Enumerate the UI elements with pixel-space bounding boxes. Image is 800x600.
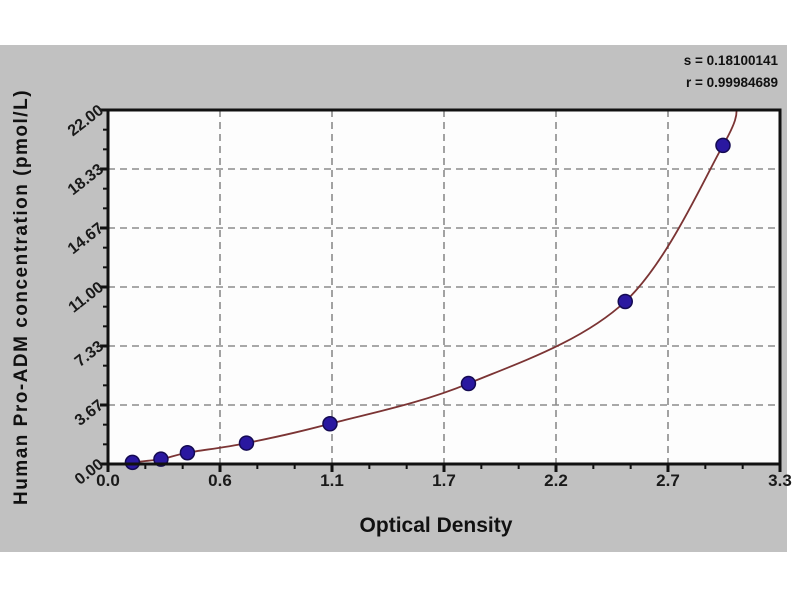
x-tick-label: 1.7 — [432, 471, 456, 490]
data-point — [322, 416, 338, 432]
data-point — [124, 454, 141, 471]
data-point — [617, 293, 633, 310]
plot-border — [106, 108, 782, 466]
x-tick-label: 3.3 — [768, 471, 792, 490]
data-point — [238, 435, 255, 451]
data-point — [179, 444, 196, 461]
x-tick-label: 0.6 — [208, 471, 232, 490]
y-axis-title: Human Pro-ADM concentration (pmol/L) — [11, 88, 32, 506]
fit-stat-s: s = 0.18100141 — [683, 53, 778, 68]
x-tick-label: 0.0 — [96, 471, 120, 490]
x-tick-label: 2.2 — [544, 471, 568, 490]
fit-statistics: s = 0.18100141 r = 0.99984689 — [684, 50, 778, 94]
x-tick-label: 1.1 — [320, 471, 344, 490]
fit-stat-r: r = 0.99984689 — [686, 75, 778, 90]
data-point — [715, 137, 731, 154]
x-axis-title: Optical Density — [359, 514, 513, 537]
x-tick-label: 2.7 — [656, 471, 680, 490]
data-point — [460, 375, 477, 392]
